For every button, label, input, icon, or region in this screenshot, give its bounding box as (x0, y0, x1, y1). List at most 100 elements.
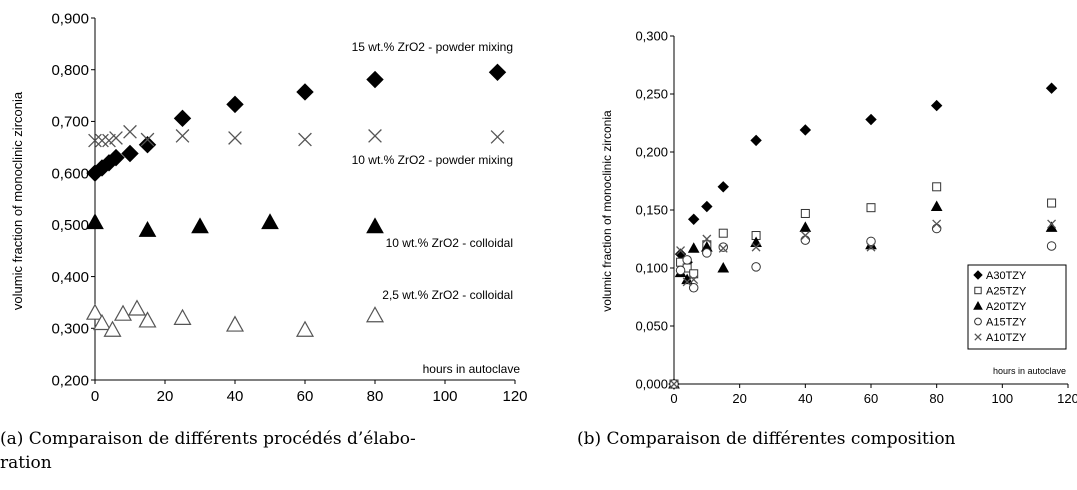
data-point (930, 200, 943, 212)
legend-box (967, 264, 1067, 350)
data-point (95, 133, 109, 148)
data-point (866, 203, 876, 213)
caption-a-line1: (a) Comparaison de différents procédés d… (0, 429, 416, 449)
data-point (682, 255, 692, 265)
data-point (295, 320, 315, 337)
data-point (717, 181, 729, 193)
data-point (103, 320, 122, 337)
data-point (931, 223, 942, 234)
data-point (175, 129, 190, 143)
data-point (866, 242, 876, 252)
y-tick-label: 0,800 (51, 62, 89, 79)
data-point (228, 131, 242, 145)
data-point (225, 315, 245, 332)
data-point (140, 132, 155, 147)
data-point (226, 95, 244, 114)
y-tick-label: 0,200 (51, 372, 89, 389)
y-tick-label: 0,150 (635, 203, 668, 218)
x-tick-label: 20 (732, 391, 746, 406)
data-point (366, 217, 384, 234)
y-tick-label: 0,400 (51, 269, 89, 286)
y-tick-label: 0,600 (51, 165, 89, 182)
legend-marker (974, 317, 982, 326)
x-tick-label: 100 (432, 388, 457, 405)
series-10-wt-zro2-colloidal (86, 213, 384, 237)
data-point (261, 213, 279, 230)
chart-b: 0,000 0,050 0,100 0,150 0,200 0,250 0,300 0 20 40… (600, 29, 1077, 406)
caption-a-line2: ration (0, 453, 52, 473)
data-point (138, 220, 157, 237)
x-axis-label: hours in autoclave (423, 362, 521, 376)
x-tick-label: 40 (227, 388, 244, 405)
data-point (702, 248, 712, 258)
series-15-wt-zro2-powder-mixing (86, 63, 507, 182)
data-point (932, 182, 942, 192)
y-tick-label: 0,300 (635, 29, 668, 44)
x-tick-label: 80 (367, 388, 384, 405)
data-point (1045, 82, 1058, 94)
data-point (1047, 219, 1057, 229)
data-point (682, 277, 692, 287)
y-tick-label: 0,100 (635, 261, 668, 276)
y-tick-label: 0,250 (635, 87, 668, 102)
data-point (123, 124, 137, 139)
series-annotation: 15 wt.% ZrO2 - powder mixing (352, 40, 513, 54)
x-axis-label: hours in autoclave (993, 366, 1066, 376)
data-point (687, 213, 700, 225)
x-tick-label: 80 (929, 391, 943, 406)
data-point (173, 109, 192, 128)
legend-marker (973, 270, 983, 280)
y-axis-label: volumic fraction of monoclinic zirconia (10, 91, 25, 310)
data-point (109, 131, 123, 145)
data-point (718, 228, 728, 238)
data-point (113, 304, 133, 321)
legend-label: A25TZY (986, 286, 1027, 298)
data-point (717, 261, 730, 273)
data-point (751, 262, 761, 272)
x-tick-label: 0 (91, 388, 99, 405)
data-point (669, 379, 679, 389)
x-tick-label: 60 (864, 391, 878, 406)
data-point (800, 208, 810, 218)
data-point (689, 269, 699, 279)
legend-label: A30TZY (986, 270, 1027, 282)
data-point (799, 124, 812, 136)
series-a10tzy (669, 219, 1057, 389)
legend-marker (974, 286, 982, 295)
series-10-wt-zro2-powder-mixing (88, 124, 505, 148)
data-point (687, 242, 700, 253)
data-point (173, 308, 192, 325)
series-annotation: 10 wt.% ZrO2 - powder mixing (352, 153, 513, 167)
data-point (751, 242, 761, 252)
data-point (930, 99, 943, 112)
data-point (676, 246, 686, 256)
x-tick-label: 120 (502, 388, 527, 405)
data-point (88, 133, 102, 148)
data-point (366, 70, 384, 89)
y-tick-label: 0,300 (51, 321, 89, 338)
data-point (488, 63, 507, 82)
y-tick-label: 0,500 (51, 217, 89, 234)
data-point (102, 133, 116, 148)
series-2-5-wt-zro2-colloidal (85, 299, 385, 337)
data-point (121, 144, 139, 163)
y-tick-label: 0,050 (635, 319, 668, 334)
data-point (368, 129, 382, 143)
data-point (688, 282, 699, 293)
legend: A30TZY A25TZY A20TZY A15TZY A10TZY (967, 264, 1067, 350)
data-point (365, 306, 385, 323)
data-point (191, 217, 209, 234)
caption-b-line1: (b) Comparaison de différentes compositi… (577, 429, 956, 449)
data-point (92, 313, 112, 331)
data-point (85, 303, 105, 320)
data-point (865, 113, 877, 126)
data-point (1047, 198, 1057, 208)
data-point (138, 311, 157, 328)
y-tick-label: 0,000 (635, 377, 668, 392)
data-point (718, 242, 728, 252)
x-tick-label: 40 (798, 391, 812, 406)
x-tick-label: 100 (991, 391, 1013, 406)
chart-a: 0,200 0,300 0,400 0,500 0,600 0,700 0,800 0,900… (10, 10, 528, 405)
y-axis-label: volumic fraction of monoclinic zirconia (600, 110, 614, 312)
